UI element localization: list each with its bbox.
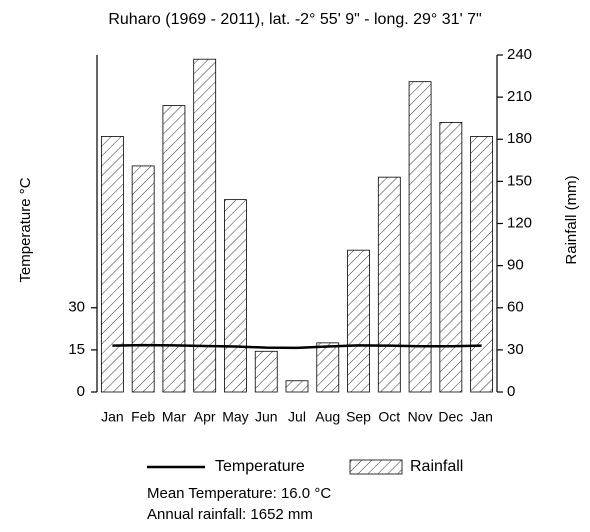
y-tick-label: 0 xyxy=(77,383,85,400)
legend-swatch xyxy=(349,459,403,475)
bar xyxy=(100,136,124,393)
x-tick-label: Mar xyxy=(162,409,186,425)
y2-tick-label: 120 xyxy=(507,214,532,231)
x-tick-label: Nov xyxy=(408,409,433,425)
x-tick-label: Apr xyxy=(194,409,216,425)
bar xyxy=(131,165,155,393)
y2-tick-label: 0 xyxy=(507,383,515,400)
x-tick-label: Aug xyxy=(315,409,340,425)
bar xyxy=(377,176,401,393)
y2-tick-label: 240 xyxy=(507,46,532,63)
y2-axis-label: Rainfall (mm) xyxy=(563,175,580,264)
bar xyxy=(193,58,217,393)
bar xyxy=(285,380,309,393)
annotation: Annual rainfall: 1652 mm xyxy=(147,506,313,523)
x-tick-label: Jan xyxy=(101,409,124,425)
x-tick-label: Oct xyxy=(378,409,400,425)
line xyxy=(112,343,482,350)
y2-tick-label: 150 xyxy=(507,172,532,189)
bar xyxy=(439,122,463,393)
bar xyxy=(224,199,247,393)
y-tick-label: 30 xyxy=(68,299,85,316)
x-tick-label: Jul xyxy=(288,409,306,425)
y2-tick-label: 180 xyxy=(507,130,532,147)
bar xyxy=(254,350,278,393)
x-tick-label: Jan xyxy=(470,409,493,425)
chart-title: Ruharo (1969 - 2011), lat. -2° 55' 9" - … xyxy=(108,11,481,28)
bar xyxy=(470,136,494,393)
y2-tick-label: 30 xyxy=(507,341,524,358)
bar xyxy=(316,342,340,393)
x-tick-label: Dec xyxy=(438,409,463,425)
bar xyxy=(162,105,186,393)
x-tick-label: Jun xyxy=(255,409,278,425)
y2-tick-label: 210 xyxy=(507,88,532,105)
y-tick-label: 15 xyxy=(68,341,85,358)
y-axis-label: Temperature °C xyxy=(17,177,34,282)
bar xyxy=(347,249,370,393)
legend-label: Rainfall xyxy=(410,458,463,475)
x-tick-label: Feb xyxy=(131,409,155,425)
y2-tick-label: 90 xyxy=(507,257,524,274)
x-tick-label: May xyxy=(222,409,248,425)
bar xyxy=(408,81,432,393)
legend-label: Temperature xyxy=(215,458,305,475)
x-tick-label: Sep xyxy=(346,409,371,425)
annotation: Mean Temperature: 16.0 °C xyxy=(147,485,331,502)
y2-tick-label: 60 xyxy=(507,299,524,316)
